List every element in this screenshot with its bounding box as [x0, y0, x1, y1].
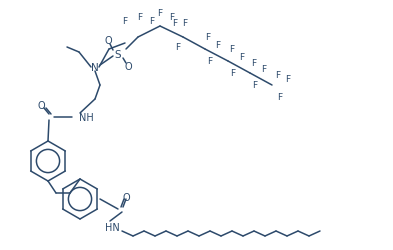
Text: F: F: [208, 57, 213, 66]
Text: F: F: [182, 20, 187, 28]
Text: F: F: [261, 64, 266, 73]
Text: F: F: [230, 45, 235, 54]
Text: F: F: [252, 58, 257, 67]
Text: F: F: [169, 14, 174, 22]
Text: N: N: [91, 63, 99, 73]
Text: F: F: [206, 33, 211, 42]
Text: NH: NH: [79, 112, 94, 122]
Text: F: F: [252, 80, 257, 89]
Text: O: O: [104, 36, 112, 46]
Text: F: F: [149, 18, 154, 26]
Text: O: O: [124, 62, 132, 72]
Text: HN: HN: [105, 222, 119, 232]
Text: F: F: [239, 52, 244, 61]
Text: F: F: [175, 43, 180, 52]
Text: F: F: [138, 14, 143, 22]
Text: F: F: [173, 20, 178, 28]
Text: F: F: [285, 75, 290, 84]
Text: F: F: [215, 40, 220, 49]
Text: F: F: [158, 8, 163, 18]
Text: O: O: [122, 192, 130, 202]
Text: O: O: [37, 100, 45, 110]
Text: F: F: [230, 69, 235, 78]
Text: S: S: [115, 50, 121, 60]
Text: F: F: [275, 70, 281, 79]
Text: F: F: [123, 18, 128, 26]
Text: F: F: [277, 92, 283, 101]
